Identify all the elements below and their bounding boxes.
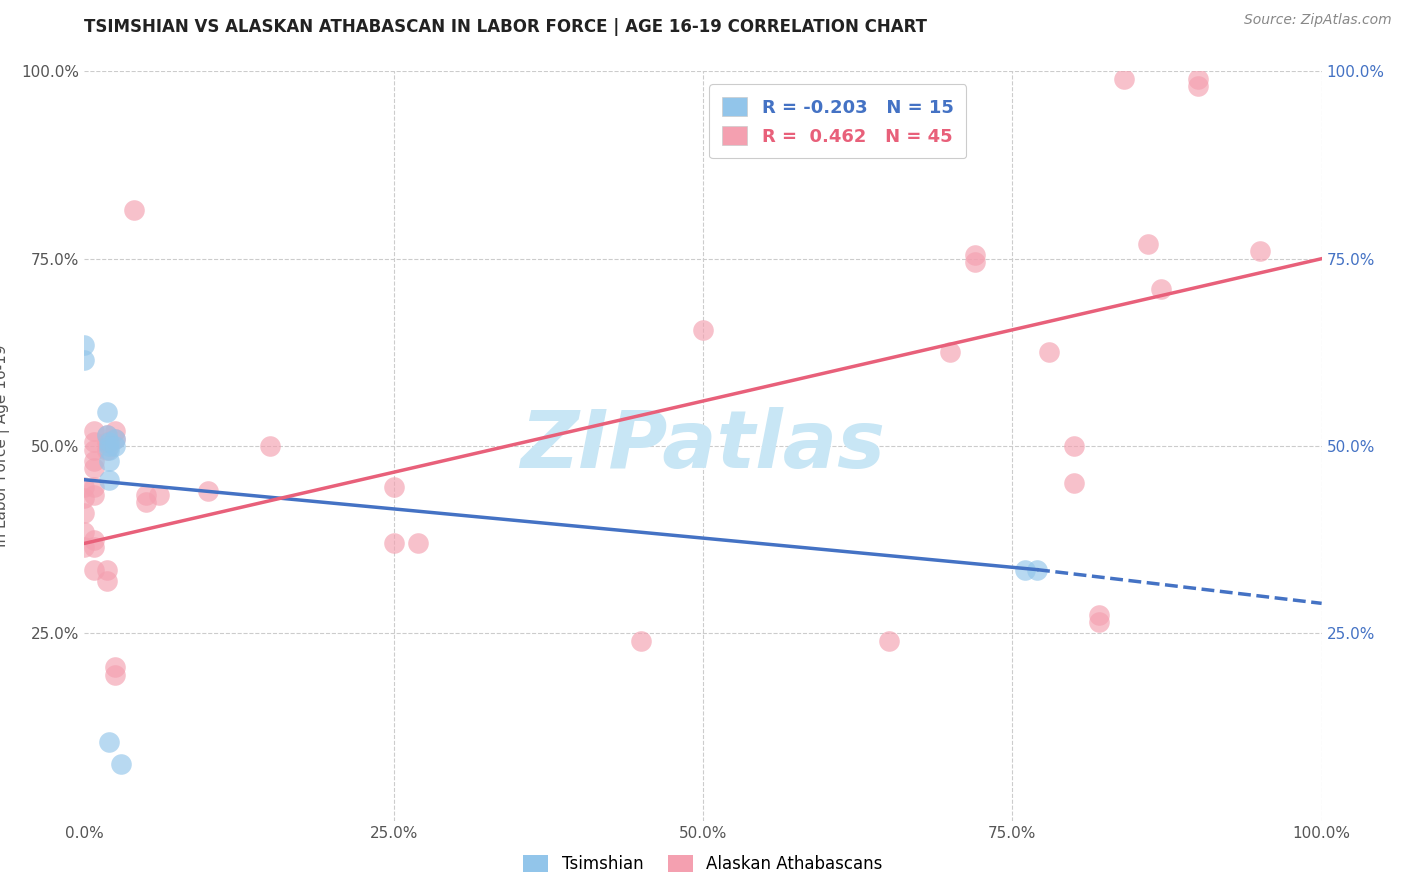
Point [83,480,105,494]
Point [965,255,987,269]
Point [98,454,121,468]
Legend: Tsimshian, Alaskan Athabascans: Tsimshian, Alaskan Athabascans [516,848,890,880]
Point [96,427,118,442]
Point [83,454,105,468]
Point [1249,244,1271,259]
Point [122,202,145,217]
Point [96,427,118,442]
Point [1026,563,1049,577]
Text: Source: ZipAtlas.com: Source: ZipAtlas.com [1244,12,1392,27]
Point [1088,615,1111,629]
Point [382,536,405,550]
Point [1137,236,1160,251]
Point [98,442,121,457]
Point [1063,439,1085,453]
Point [135,488,157,502]
Point [104,660,127,674]
Point [1150,282,1173,296]
Point [98,735,121,749]
Point [83,435,105,450]
Point [98,473,121,487]
Point [83,563,105,577]
Point [1112,71,1135,86]
Point [104,432,127,446]
Point [148,488,170,502]
Point [408,536,430,550]
Point [630,633,652,648]
Point [1038,345,1060,359]
Point [98,435,121,450]
Point [104,432,127,446]
Point [73,338,96,352]
Point [692,323,714,337]
Point [96,435,118,450]
Point [96,442,118,457]
Point [83,442,105,457]
Point [83,424,105,438]
Point [83,540,105,554]
Point [73,525,96,540]
Text: ZIPatlas: ZIPatlas [520,407,886,485]
Point [83,488,105,502]
Text: TSIMSHIAN VS ALASKAN ATHABASCAN IN LABOR FORCE | AGE 16-19 CORRELATION CHART: TSIMSHIAN VS ALASKAN ATHABASCAN IN LABOR… [84,18,928,36]
Point [96,563,118,577]
Point [1088,607,1111,622]
Point [73,491,96,506]
Point [73,507,96,521]
Point [965,248,987,262]
Point [110,757,132,772]
Point [98,439,121,453]
Point [104,439,127,453]
Point [104,424,127,438]
Point [73,480,96,494]
Point [104,667,127,681]
Point [135,495,157,509]
Point [259,439,281,453]
Point [1063,476,1085,491]
Point [73,352,96,367]
Point [197,483,219,498]
Point [73,540,96,554]
Point [83,533,105,547]
Point [1187,71,1209,86]
Point [96,574,118,588]
Point [1014,563,1036,577]
Point [1187,79,1209,94]
Point [939,345,962,359]
Point [382,480,405,494]
Point [96,405,118,419]
Point [83,461,105,475]
Y-axis label: In Labor Force | Age 16-19: In Labor Force | Age 16-19 [0,344,10,548]
Point [877,633,900,648]
